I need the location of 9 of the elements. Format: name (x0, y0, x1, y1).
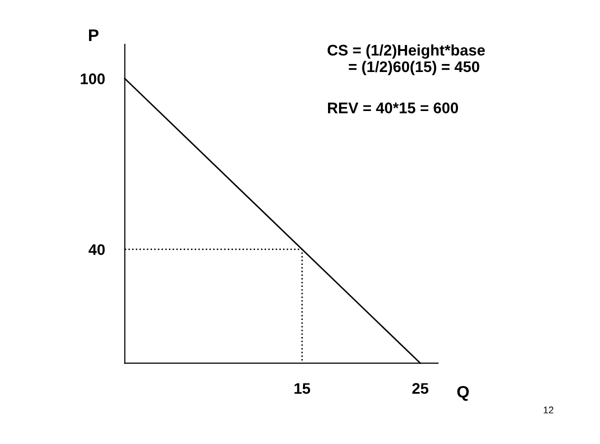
y-axis-title: P (89, 29, 98, 41)
annotation: CS = (1/2)Height*base = (1/2)60(15) = 450 (328, 44, 485, 76)
y-tick-label: 100 (80, 73, 105, 84)
text: 12 (544, 406, 554, 414)
y-tick-label: 40 (88, 244, 105, 256)
x-tick-label: 25 (412, 383, 428, 394)
x-axis-title: Q (457, 386, 469, 401)
x-tick-label: 15 (294, 383, 310, 394)
annotation: REV = 40*15 = 600 (328, 102, 458, 114)
